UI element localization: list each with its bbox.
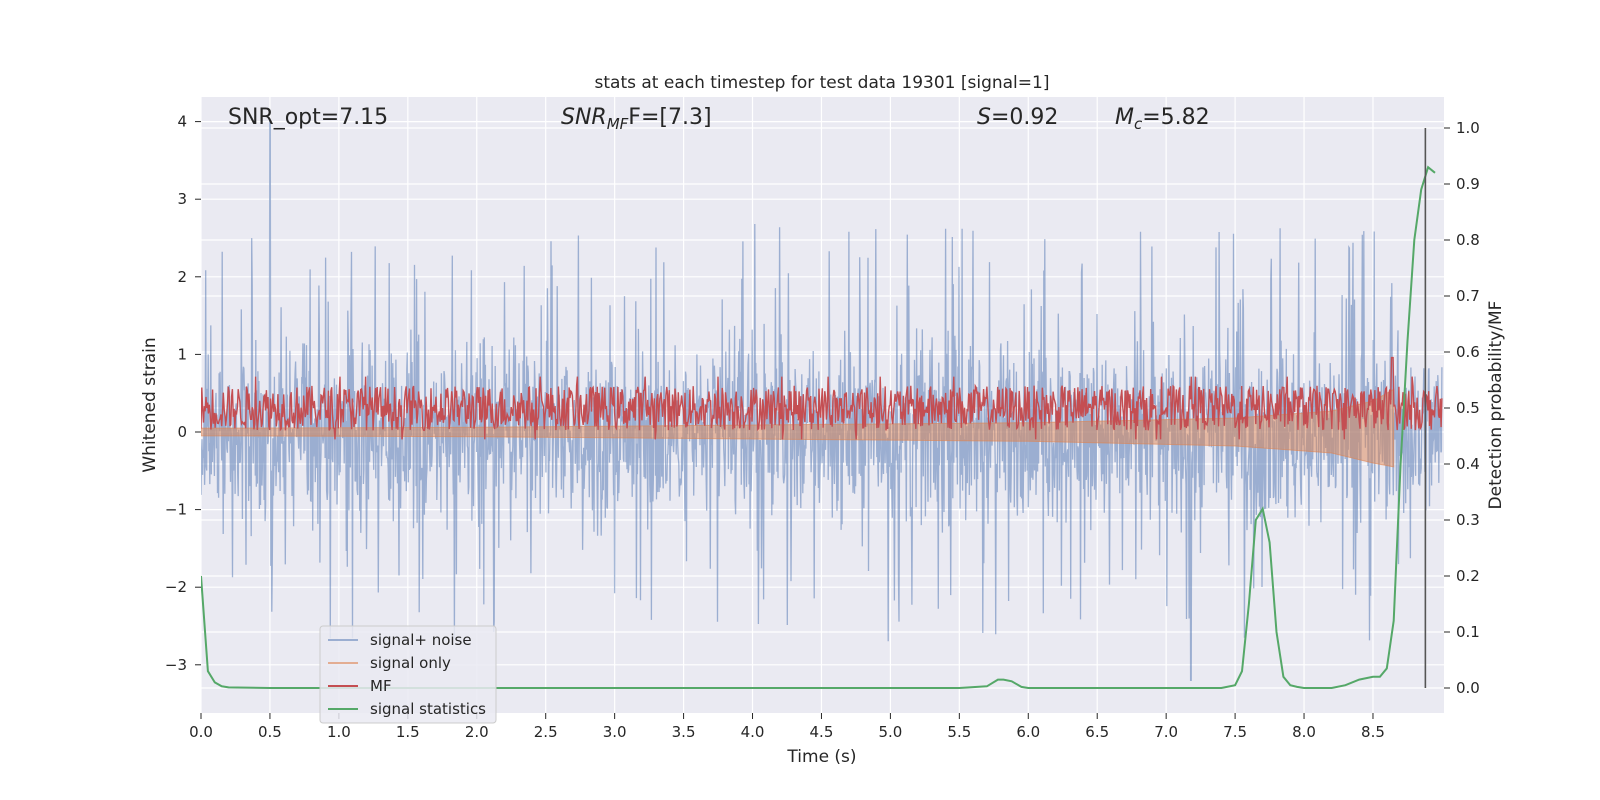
- y-left-tick-label: 2: [177, 268, 187, 286]
- legend-label-noise: signal+ noise: [370, 631, 472, 649]
- y-axis-left-ticks: −3 −2 −1 0 1 2 3 4: [165, 113, 201, 674]
- x-tick-label: 7.0: [1154, 723, 1178, 741]
- x-tick-label: 5.5: [947, 723, 971, 741]
- y-axis-left-label: Whitened strain: [140, 337, 160, 472]
- series-signal-statistics-line: [201, 165, 1436, 689]
- annotation-mc: Mc=5.82: [1115, 105, 1210, 133]
- y-left-tick-label: −3: [165, 656, 187, 674]
- legend: signal+ noise signal only MF signal stat…: [319, 625, 497, 724]
- x-tick-label: 5.0: [878, 723, 902, 741]
- annotation-snr-opt: SNR_opt=7.15: [228, 105, 388, 130]
- x-axis-label: Time (s): [786, 747, 856, 767]
- y-left-tick-label: 4: [177, 113, 187, 131]
- legend-label-stat: signal statistics: [370, 700, 486, 718]
- y-right-tick-label: 0.6: [1456, 343, 1480, 361]
- y-right-tick-label: 0.5: [1456, 399, 1480, 417]
- x-tick-label: 7.5: [1223, 723, 1247, 741]
- x-tick-label: 2.5: [534, 723, 558, 741]
- y-right-tick-label: 0.2: [1456, 567, 1480, 585]
- legend-box: [319, 625, 497, 724]
- x-tick-label: 1.5: [396, 723, 420, 741]
- y-right-tick-label: 0.7: [1456, 287, 1480, 305]
- y-right-tick-label: 1.0: [1456, 119, 1480, 137]
- y-left-tick-label: −1: [165, 501, 187, 519]
- y-left-tick-label: −2: [165, 578, 187, 596]
- x-tick-label: 4.0: [741, 723, 765, 741]
- series-mf-line: [201, 356, 1443, 440]
- y-axis-right-ticks: 0.0 0.1 0.2 0.3 0.4 0.5 0.6 0.7 0.8 0.9 1.0: [1444, 119, 1480, 697]
- x-tick-label: 3.5: [672, 723, 696, 741]
- y-right-tick-label: 0.8: [1456, 231, 1480, 249]
- legend-label-mf: MF: [370, 677, 392, 695]
- x-axis-ticks: 0.0 0.5 1.0 1.5 2.0 2.5 3.0 3.5 4.0 4.5 5.0 5.5 6.0 6…: [189, 713, 1385, 741]
- x-tick-label: 6.0: [1016, 723, 1040, 741]
- y-right-tick-label: 0.3: [1456, 511, 1480, 529]
- y-left-tick-label: 0: [177, 423, 187, 441]
- x-tick-label: 8.0: [1292, 723, 1316, 741]
- annotation-s: S=0.92: [977, 105, 1058, 130]
- y-right-tick-label: 0.4: [1456, 455, 1480, 473]
- series-signal-only-area: [201, 388, 1395, 468]
- y-right-tick-label: 0.9: [1456, 175, 1480, 193]
- y-right-tick-label: 0.0: [1456, 679, 1480, 697]
- y-left-tick-label: 3: [177, 190, 187, 208]
- y-left-tick-label: 1: [177, 345, 187, 363]
- x-tick-label: 1.0: [327, 723, 351, 741]
- y-right-tick-label: 0.1: [1456, 623, 1480, 641]
- legend-label-signal: signal only: [370, 654, 451, 672]
- chart-title: stats at each timestep for test data 193…: [595, 73, 1050, 93]
- x-tick-label: 8.5: [1361, 723, 1385, 741]
- x-tick-label: 6.5: [1085, 723, 1109, 741]
- x-tick-label: 2.0: [465, 723, 489, 741]
- x-tick-label: 3.0: [603, 723, 627, 741]
- x-tick-label: 4.5: [810, 723, 834, 741]
- plot-area: [201, 120, 1443, 689]
- y-axis-right-label: Detection probability/MF: [1486, 301, 1506, 510]
- x-tick-label: 0.5: [258, 723, 282, 741]
- x-tick-label: 0.0: [189, 723, 213, 741]
- annotation-snr-mf: SNRMFF=[7.3]: [561, 105, 712, 133]
